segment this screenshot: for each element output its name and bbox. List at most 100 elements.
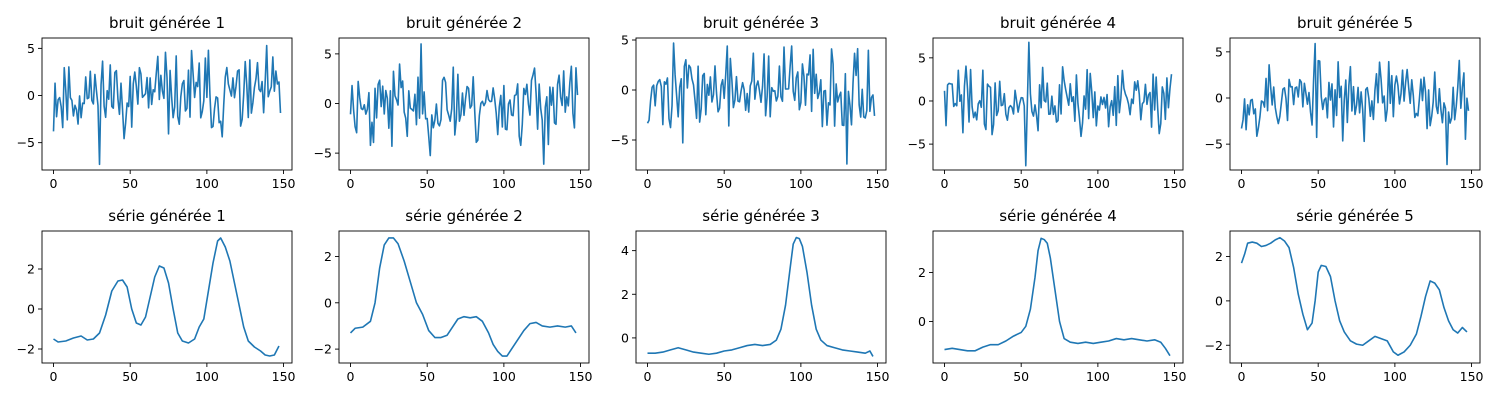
axes-frame bbox=[635, 230, 887, 364]
x-tick-label: 50 bbox=[122, 369, 138, 384]
x-tick-label: 150 bbox=[272, 369, 296, 384]
subplot-8: série générée 3 0 50 100 150 0 2 4 bbox=[621, 207, 889, 384]
y-tick-label: −2 bbox=[1205, 338, 1223, 353]
x-tick-label: 0 bbox=[644, 176, 652, 191]
subplot-title: bruit générée 5 bbox=[1297, 14, 1413, 32]
y-tick-label: 0 bbox=[1215, 293, 1223, 308]
y-tick-label: −2 bbox=[17, 342, 35, 357]
axes-frame bbox=[635, 37, 887, 171]
x-tick-label: 50 bbox=[419, 369, 435, 384]
subplot-title: bruit générée 2 bbox=[406, 14, 522, 32]
axes-frame bbox=[41, 37, 293, 171]
y-tick-label: 2 bbox=[918, 265, 926, 280]
series-line bbox=[647, 236, 874, 357]
y-tick-label: −2 bbox=[314, 342, 332, 357]
x-tick-label: 150 bbox=[1163, 176, 1187, 191]
y-tick-label: 0 bbox=[1215, 91, 1223, 106]
y-tick-label: −5 bbox=[1205, 137, 1223, 152]
subplot-title: série générée 3 bbox=[702, 207, 819, 225]
x-tick-label: 0 bbox=[347, 176, 355, 191]
x-tick-label: 150 bbox=[569, 369, 593, 384]
axes-frame bbox=[932, 230, 1184, 364]
axes-frame bbox=[1229, 230, 1481, 364]
x-tick-label: 50 bbox=[716, 369, 732, 384]
subplot-1: bruit générée 1 0 50 100 150 −5 0 5 bbox=[17, 14, 296, 191]
y-tick-label: 2 bbox=[324, 249, 332, 264]
x-tick-label: 50 bbox=[1310, 369, 1326, 384]
subplot-title: série générée 1 bbox=[108, 207, 225, 225]
x-tick-label: 100 bbox=[195, 369, 219, 384]
y-tick-label: −5 bbox=[314, 146, 332, 161]
series-line bbox=[349, 237, 577, 357]
subplot-2: bruit générée 2 0 50 100 150 −5 0 5 bbox=[314, 14, 593, 191]
x-tick-label: 100 bbox=[1383, 176, 1407, 191]
y-tick-label: 2 bbox=[621, 287, 629, 302]
x-tick-label: 100 bbox=[1383, 369, 1407, 384]
series-line bbox=[1240, 42, 1470, 166]
subplot-3: bruit générée 3 0 50 100 150 −5 0 5 bbox=[611, 14, 890, 191]
subplot-title: bruit générée 1 bbox=[109, 14, 225, 32]
y-tick-label: 0 bbox=[27, 302, 35, 317]
x-tick-label: 0 bbox=[941, 176, 949, 191]
x-tick-label: 50 bbox=[122, 176, 138, 191]
subplot-7: série générée 2 0 50 100 150 −2 0 2 bbox=[314, 207, 593, 384]
x-tick-label: 150 bbox=[569, 176, 593, 191]
subplot-title: série générée 5 bbox=[1296, 207, 1413, 225]
series-line bbox=[646, 42, 876, 165]
x-tick-label: 0 bbox=[1238, 369, 1246, 384]
series-line bbox=[52, 44, 282, 166]
x-tick-label: 100 bbox=[789, 369, 813, 384]
y-tick-label: 0 bbox=[27, 88, 35, 103]
y-tick-label: 0 bbox=[621, 330, 629, 345]
subplot-title: série générée 2 bbox=[405, 207, 522, 225]
y-tick-label: −5 bbox=[611, 133, 629, 148]
axes-frame bbox=[932, 37, 1184, 171]
x-tick-label: 100 bbox=[1086, 369, 1110, 384]
subplot-title: bruit générée 4 bbox=[1000, 14, 1116, 32]
y-tick-label: 2 bbox=[27, 262, 35, 277]
y-tick-label: 0 bbox=[918, 93, 926, 108]
x-tick-label: 150 bbox=[1163, 369, 1187, 384]
x-tick-label: 150 bbox=[866, 176, 890, 191]
series-line bbox=[349, 43, 579, 165]
series-line bbox=[53, 237, 280, 357]
axes-frame bbox=[1229, 37, 1481, 171]
subplot-title: bruit générée 3 bbox=[703, 14, 819, 32]
subplot-10: série générée 5 0 50 100 150 −2 0 2 bbox=[1205, 207, 1484, 384]
x-tick-label: 0 bbox=[347, 369, 355, 384]
y-tick-label: 5 bbox=[918, 50, 926, 65]
x-tick-label: 100 bbox=[195, 176, 219, 191]
x-tick-label: 100 bbox=[492, 176, 516, 191]
axes-frame bbox=[338, 37, 590, 171]
subplot-title: série générée 4 bbox=[999, 207, 1116, 225]
x-tick-label: 50 bbox=[1310, 176, 1326, 191]
axes-frame bbox=[41, 230, 293, 364]
x-tick-label: 150 bbox=[272, 176, 296, 191]
x-tick-label: 50 bbox=[419, 176, 435, 191]
y-tick-label: 5 bbox=[1215, 44, 1223, 59]
x-tick-label: 50 bbox=[716, 176, 732, 191]
y-tick-label: 0 bbox=[324, 295, 332, 310]
x-tick-label: 100 bbox=[1086, 176, 1110, 191]
y-tick-label: 5 bbox=[27, 41, 35, 56]
y-tick-label: −5 bbox=[17, 135, 35, 150]
x-tick-label: 0 bbox=[50, 176, 58, 191]
axes-frame bbox=[338, 230, 590, 364]
subplot-6: série générée 1 0 50 100 150 −2 0 2 bbox=[17, 207, 296, 384]
subplot-9: série générée 4 0 50 100 150 0 2 bbox=[918, 207, 1186, 384]
x-tick-label: 0 bbox=[644, 369, 652, 384]
y-tick-label: 0 bbox=[324, 96, 332, 111]
y-tick-label: −5 bbox=[908, 137, 926, 152]
y-tick-label: 4 bbox=[621, 243, 629, 258]
y-tick-label: 2 bbox=[1215, 249, 1223, 264]
x-tick-label: 50 bbox=[1013, 176, 1029, 191]
x-tick-label: 100 bbox=[789, 176, 813, 191]
y-tick-label: 5 bbox=[621, 33, 629, 48]
y-tick-label: 5 bbox=[324, 46, 332, 61]
x-tick-label: 150 bbox=[1460, 369, 1484, 384]
series-line bbox=[944, 237, 1171, 357]
subplot-4: bruit générée 4 0 50 100 150 −5 0 5 bbox=[908, 14, 1187, 191]
x-tick-label: 100 bbox=[492, 369, 516, 384]
x-tick-label: 50 bbox=[1013, 369, 1029, 384]
